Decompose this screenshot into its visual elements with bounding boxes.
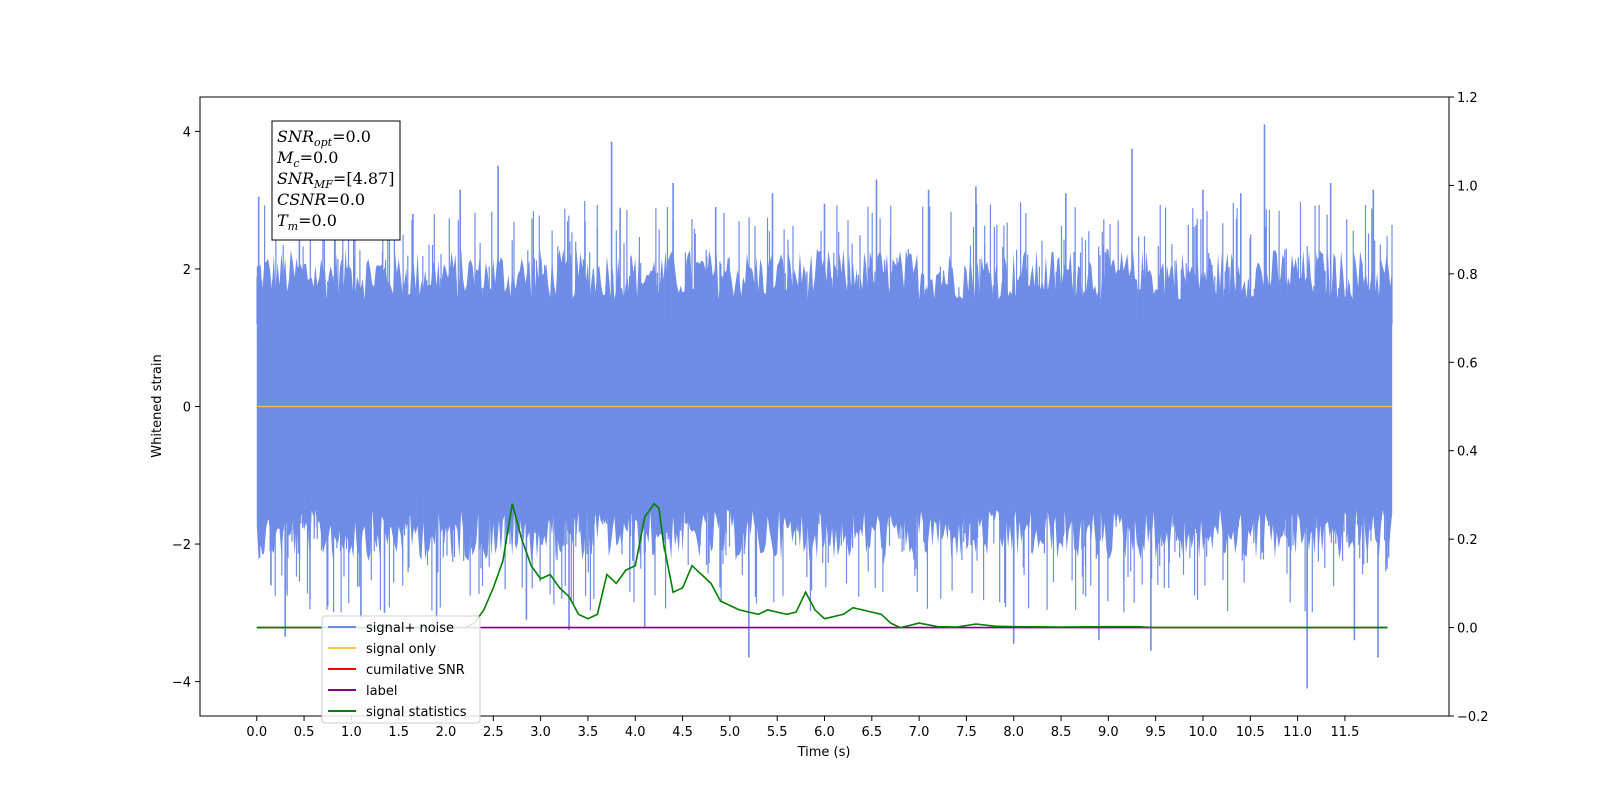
y2-tick-label: 0.8 [1457, 268, 1478, 283]
y-axis-label: Whitened strain [150, 354, 165, 457]
x-tick-label: 0.0 [246, 725, 267, 740]
x-tick-label: 11.0 [1283, 725, 1312, 740]
annotation-line: SNRMF=[4.87] [277, 169, 394, 191]
annotation-line: Mc=0.0 [276, 148, 338, 170]
annotation-line: Tm=0.0 [277, 211, 337, 233]
x-tick-label: 1.5 [388, 725, 409, 740]
y2-tick-label: 0.2 [1457, 533, 1478, 548]
legend-label: cumilative SNR [366, 663, 465, 678]
legend: signal+ noise signal only cumilative SNR la… [321, 615, 481, 724]
x-tick-label: 6.0 [814, 725, 835, 740]
y2-tick-label: 0.6 [1457, 356, 1478, 371]
x-tick-label: 1.0 [341, 725, 362, 740]
x-tick-label: 9.0 [1098, 725, 1119, 740]
x-tick-label: 7.0 [909, 725, 930, 740]
x-tick-label: 10.0 [1189, 725, 1218, 740]
x-tick-label: 6.5 [861, 725, 882, 740]
annotation-line: CSNR=0.0 [277, 190, 365, 209]
y2-tick-label: 1.0 [1457, 179, 1478, 194]
y-axis-left: 4 2 0 −2 −4 [172, 125, 200, 691]
plot-area [256, 124, 1393, 689]
x-tick-label: 8.0 [1003, 725, 1024, 740]
y-tick-label: 0 [183, 401, 191, 416]
noise-band [256, 248, 1393, 562]
x-tick-label: 4.0 [625, 725, 646, 740]
x-tick-label: 9.5 [1145, 725, 1166, 740]
legend-label: signal statistics [366, 705, 467, 720]
x-tick-label: 5.0 [720, 725, 741, 740]
x-tick-label: 4.5 [672, 725, 693, 740]
noise-spikes [256, 124, 1393, 689]
x-tick-label: 3.0 [530, 725, 551, 740]
x-tick-label: 2.5 [483, 725, 504, 740]
y2-tick-label: 0.0 [1457, 622, 1478, 637]
legend-label: label [366, 684, 397, 699]
x-tick-label: 11.5 [1330, 725, 1359, 740]
x-tick-label: 5.5 [767, 725, 788, 740]
series-line-signal-statistics [256, 502, 1388, 629]
x-tick-label: 8.5 [1051, 725, 1072, 740]
y-tick-label: 2 [183, 263, 191, 278]
y2-tick-label: −0.2 [1457, 710, 1489, 725]
y-tick-label: 4 [183, 125, 191, 140]
x-tick-label: 10.5 [1236, 725, 1265, 740]
x-axis-label: Time (s) [797, 745, 851, 760]
x-tick-label: 3.5 [578, 725, 599, 740]
annotation-line: SNRopt=0.0 [277, 127, 371, 149]
y-tick-label: −2 [172, 538, 191, 553]
legend-label: signal only [366, 642, 436, 657]
y2-tick-label: 0.4 [1457, 445, 1478, 460]
y2-tick-label: 1.2 [1457, 91, 1478, 106]
x-tick-label: 7.5 [956, 725, 977, 740]
y-axis-right: 1.2 1.0 0.8 0.6 0.4 0.2 0.0 −0.2 [1449, 91, 1489, 725]
legend-label: signal+ noise [366, 621, 454, 636]
x-axis: 0.0 0.5 1.0 1.5 2.0 2.5 3.0 3.5 4.0 4.5 5.0 5.5 6.0 6… [246, 716, 1359, 740]
x-tick-label: 0.5 [294, 725, 315, 740]
x-tick-label: 2.0 [436, 725, 457, 740]
y-tick-label: −4 [172, 676, 191, 691]
